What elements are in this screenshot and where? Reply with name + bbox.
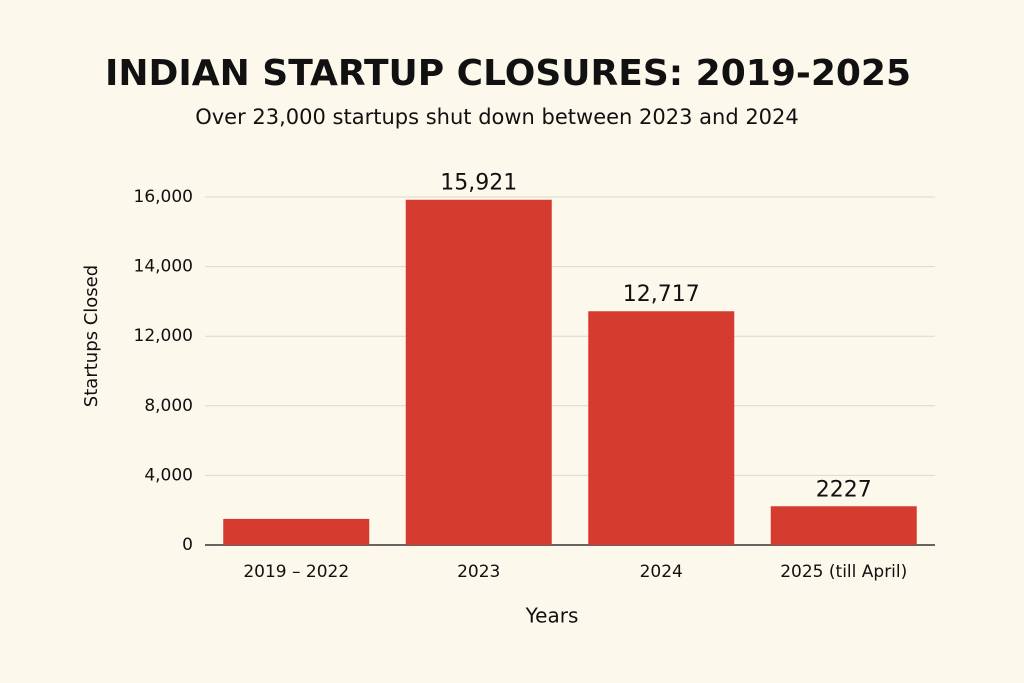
bar (223, 518, 370, 545)
bar (405, 199, 552, 545)
y-axis-label: Startups Closed (81, 265, 102, 407)
value-label: 2227 (816, 477, 872, 502)
chart-title: INDIAN STARTUP CLOSURES: 2019-2025 (105, 53, 911, 94)
x-tick-label: 2019 – 2022 (243, 562, 349, 582)
y-tick-label: 0 (182, 535, 193, 555)
x-axis-label: Years (525, 604, 579, 628)
y-tick-label: 16,000 (134, 187, 193, 207)
chart-subtitle: Over 23,000 startups shut down between 2… (195, 105, 799, 129)
bar (770, 506, 917, 545)
value-label: 12,717 (623, 282, 700, 307)
y-tick-label: 14,000 (134, 257, 193, 277)
y-tick-label: 12,000 (134, 326, 193, 346)
x-tick-label: 2025 (till April) (780, 562, 907, 582)
bar (588, 311, 735, 545)
y-tick-label: 4,000 (144, 465, 193, 485)
value-label: 15,921 (440, 171, 517, 196)
x-tick-label: 2024 (640, 562, 683, 582)
x-tick-label: 2023 (457, 562, 500, 582)
y-tick-label: 8,000 (144, 396, 193, 416)
